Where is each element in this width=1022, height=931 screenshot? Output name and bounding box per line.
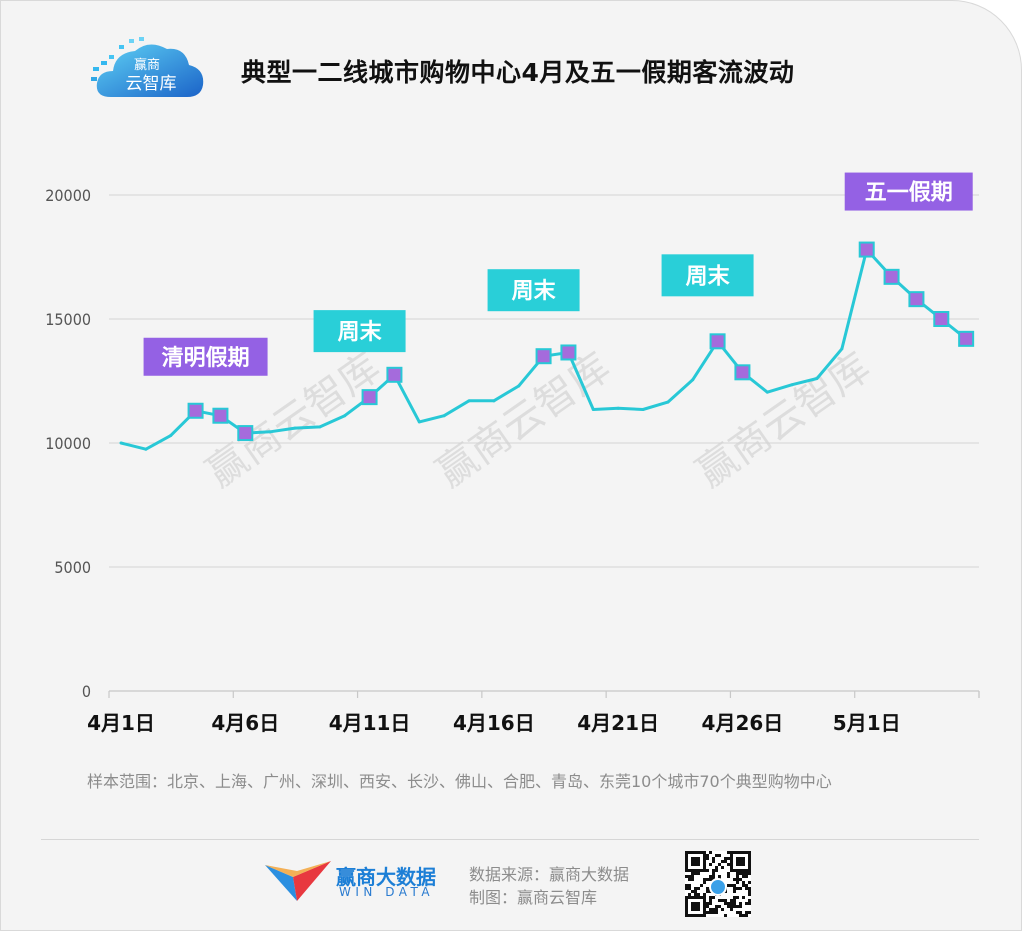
annotation-label: 五一假期: [865, 181, 953, 206]
data-point: [293, 426, 297, 430]
y-tick-label: 20000: [45, 186, 91, 205]
data-point: [119, 441, 123, 445]
data-point: [840, 347, 844, 351]
data-point-marker: [734, 364, 751, 381]
x-tick-label: 4月16日: [453, 711, 535, 735]
annotation-label: 周末: [512, 279, 557, 304]
y-tick-label: 5000: [54, 558, 91, 577]
data-point-marker: [883, 268, 900, 285]
data-point-marker: [535, 348, 552, 365]
data-point-marker: [386, 366, 403, 383]
annotation-label: 周末: [686, 264, 731, 289]
annotation-box: [143, 337, 268, 376]
data-point-marker: [858, 241, 875, 258]
annotation-label: 清明假期: [162, 345, 250, 371]
data-point: [616, 406, 620, 410]
footer-divider: [41, 839, 979, 840]
data-point: [442, 414, 446, 418]
data-point: [790, 383, 794, 387]
data-point-marker: [361, 389, 378, 406]
data-point: [517, 384, 521, 388]
brand-name-cn: 赢商大数据: [336, 865, 436, 889]
data-point: [343, 414, 347, 418]
chart-maker: 制图：赢商云智库: [469, 888, 598, 907]
data-point-marker: [709, 333, 726, 350]
y-tick-label: 10000: [45, 434, 91, 453]
data-point: [467, 399, 471, 403]
data-point: [417, 420, 421, 424]
annotation-box: [313, 310, 406, 353]
data-point: [691, 378, 695, 382]
data-point: [666, 400, 670, 404]
y-tick-label: 0: [82, 682, 91, 701]
x-tick-label: 4月1日: [87, 711, 155, 735]
winshang-cloud-logo: 赢商 云智库: [91, 37, 204, 97]
annotation-label: 周末: [338, 320, 383, 345]
x-tick-label: 5月1日: [833, 711, 901, 735]
data-point-marker: [187, 402, 204, 419]
chart-title: 典型一二线城市购物中心4月及五一假期客流波动: [241, 58, 795, 87]
x-tick-label: 4月26日: [702, 711, 784, 735]
data-point: [815, 377, 819, 381]
data-source: 数据来源：赢商大数据: [469, 865, 630, 884]
data-point-marker: [908, 291, 925, 308]
annotation-box: [487, 269, 580, 312]
data-point-marker: [237, 425, 254, 442]
logo-text-2: 云智库: [126, 74, 177, 94]
data-point-marker: [958, 330, 975, 347]
brand-name-en: WIN DATA: [339, 885, 435, 899]
watermark: 赢商云智库: [688, 344, 878, 496]
data-point-marker: [212, 407, 229, 424]
windata-logo: [265, 861, 331, 901]
x-tick-label: 4月6日: [211, 711, 279, 735]
data-point: [641, 408, 645, 412]
data-point-marker: [933, 311, 950, 327]
x-tick-label: 4月11日: [329, 711, 411, 735]
y-tick-label: 15000: [45, 310, 91, 329]
data-point: [144, 447, 148, 451]
annotation-box: [661, 254, 754, 297]
data-point: [318, 425, 322, 429]
logo-text-1: 赢商: [134, 57, 160, 73]
data-point: [268, 430, 272, 434]
data-point: [765, 390, 769, 394]
data-point: [169, 434, 173, 438]
qr-code[interactable]: [685, 851, 751, 917]
data-point-marker: [560, 344, 577, 361]
sample-scope-note: 样本范围：北京、上海、广州、深圳、西安、长沙、佛山、合肥、青岛、东莞10个城市7…: [87, 772, 832, 791]
annotation-box: [844, 172, 973, 211]
watermark: 赢商云智库: [428, 344, 618, 496]
x-tick-label: 4月21日: [577, 711, 659, 735]
data-point: [591, 408, 595, 412]
data-point: [492, 399, 496, 403]
